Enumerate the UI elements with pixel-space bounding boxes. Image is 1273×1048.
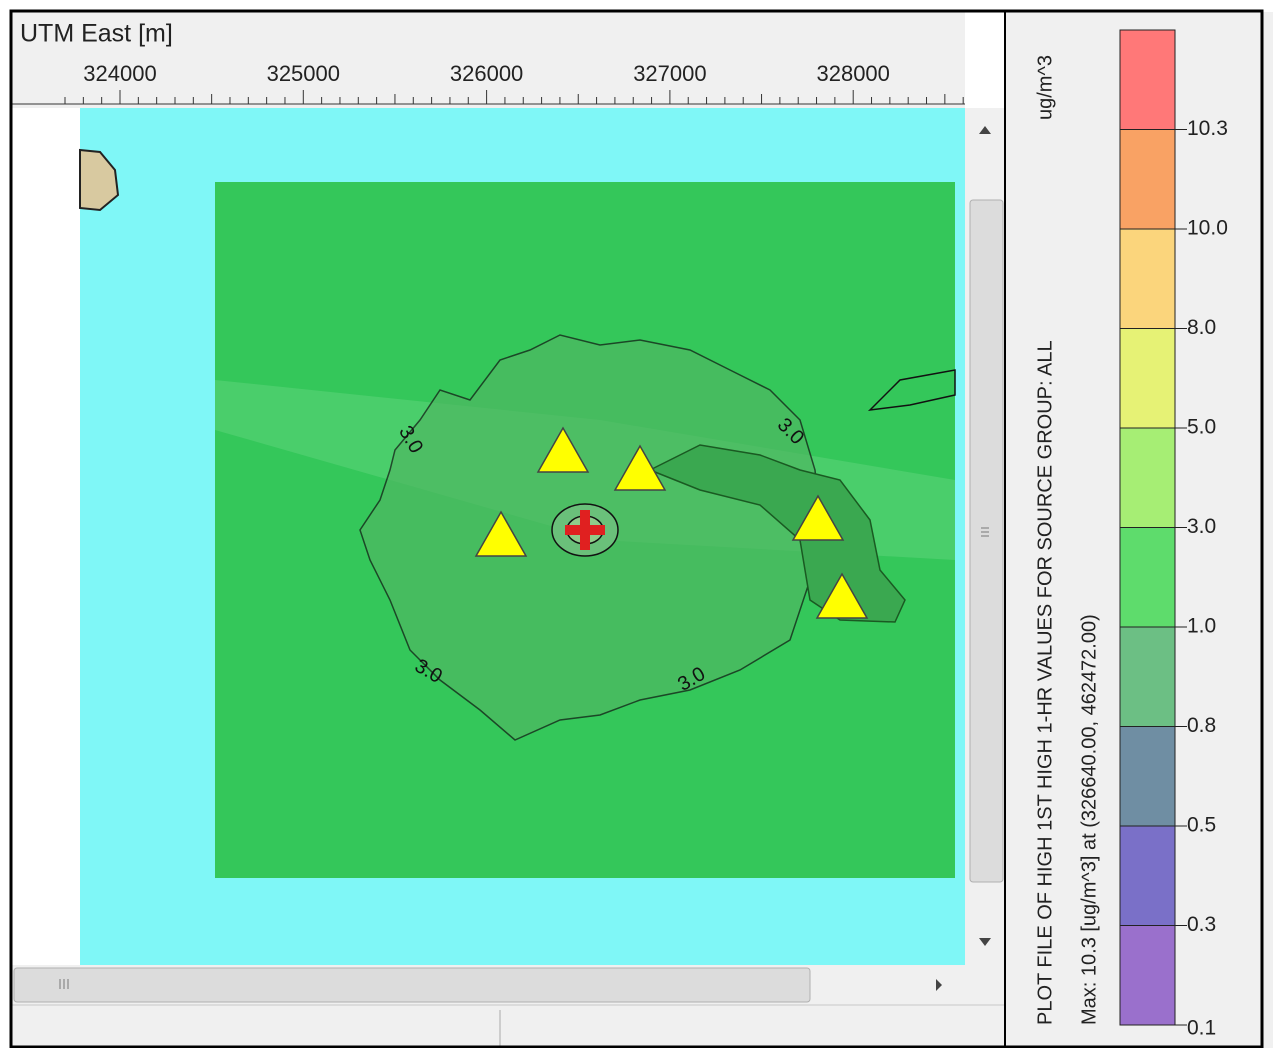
source: [613, 444, 667, 491]
legend-label: 10.0: [1187, 217, 1228, 240]
legend-label: 8.0: [1187, 316, 1216, 339]
scroll-thumb[interactable]: [13, 967, 811, 1003]
thumb-grip: [981, 527, 989, 537]
ruler-ticks: 324000 325000 326000 327000 328000: [64, 61, 964, 104]
tick-label: 324000: [83, 61, 156, 86]
legend-band: [1119, 527, 1176, 628]
tick-label: 325000: [267, 61, 340, 86]
legend-label: 0.8: [1187, 714, 1216, 737]
scroll-thumb[interactable]: [969, 199, 1004, 883]
axis-panel: [12, 12, 965, 108]
legend-band: [1119, 427, 1176, 528]
scroll-up[interactable]: [979, 126, 991, 134]
thumb-grip: [59, 979, 69, 989]
axis-title: UTM East [m]: [20, 20, 173, 48]
scroll-down[interactable]: [979, 938, 991, 946]
source: [791, 494, 845, 541]
legend-title: PLOT FILE OF HIGH 1ST HIGH 1-HR VALUES F…: [1034, 340, 1056, 1025]
legend-band: [1119, 29, 1176, 130]
source: [815, 572, 869, 619]
scroll-right[interactable]: [936, 979, 942, 991]
legend-label: 0.5: [1187, 814, 1216, 837]
legend-label: 3.0: [1187, 515, 1216, 538]
frame: [9, 9, 1264, 1048]
sources: [474, 426, 869, 619]
legend-band: [1119, 726, 1176, 827]
legend-band: [1119, 129, 1176, 230]
source: [536, 426, 590, 473]
tick-label: 328000: [816, 61, 889, 86]
legend-label: 1.0: [1187, 615, 1216, 638]
legend-label: 0.3: [1187, 913, 1216, 936]
legend-band: [1119, 626, 1176, 727]
legend-unit: ug/m^3: [1034, 55, 1056, 120]
legend-band: [1119, 825, 1176, 926]
legend-band: [1119, 328, 1176, 429]
color-bar: 10.3 10.0 8.0 5.0 3.0 1.0 0.8 0.5 0.3 0.1: [1119, 29, 1228, 1040]
legend-label: 5.0: [1187, 416, 1216, 439]
status-bar: [11, 1004, 1006, 1048]
max-info: Max: 10.3 [ug/m^3] at (326640.00, 462472…: [1078, 614, 1100, 1025]
max-marker: [565, 510, 605, 550]
tick-label: 326000: [450, 61, 523, 86]
legend-label: 10.3: [1187, 117, 1228, 140]
legend-band: [1119, 925, 1176, 1026]
contour-edge: [867, 369, 956, 412]
map-hotspot: [79, 148, 120, 212]
legend-band: [1119, 228, 1176, 329]
tick-label: 327000: [633, 61, 706, 86]
source: [474, 510, 528, 557]
legend-label: 0.1: [1187, 1017, 1216, 1040]
